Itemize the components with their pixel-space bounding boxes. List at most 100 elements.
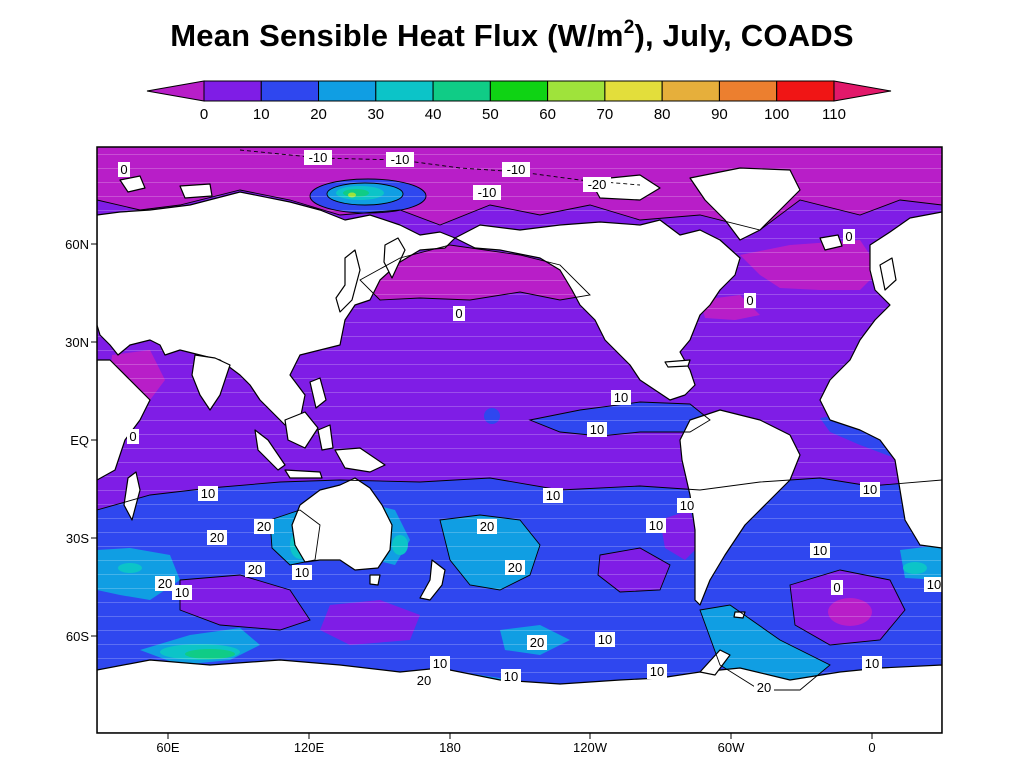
- contour-label-text: 20: [257, 519, 271, 534]
- contour-label-bg: [430, 656, 450, 671]
- colorbar-bin-40-50: [432, 80, 491, 102]
- philippines: [309, 377, 327, 409]
- cuba: [664, 359, 691, 368]
- colorbar-tick-label: 110: [822, 106, 846, 123]
- lat-label: 30N: [65, 335, 89, 350]
- contour-label-text: 10: [865, 656, 879, 671]
- colorbar-bin-80-90: [661, 80, 720, 102]
- contour-label-bg: [646, 518, 666, 533]
- colorbar-bin-60-70: [547, 80, 606, 102]
- lon-label: 0: [868, 740, 875, 755]
- contour-label-bg: [386, 152, 414, 167]
- contour-label-bg: [473, 185, 501, 200]
- contour-label: 20: [754, 680, 774, 695]
- contour-label-text: 10: [295, 565, 309, 580]
- contour-label-bg: [647, 664, 667, 679]
- contour-20-drake: [699, 604, 831, 691]
- lon-label: 120E: [294, 740, 325, 755]
- contour-label-text: 10: [546, 488, 560, 503]
- kamchatka: [383, 237, 406, 279]
- contour-label: 10: [924, 577, 942, 592]
- contour-label: 0: [744, 293, 756, 308]
- contour-label: 20: [414, 673, 434, 688]
- antarctic-peninsula: [699, 649, 731, 676]
- colorbar-bin-20-30: [318, 80, 377, 102]
- contour-label: 20: [505, 560, 525, 575]
- contour-label-bg: [245, 562, 265, 577]
- contour-label: -10: [386, 152, 414, 167]
- falklands: [733, 611, 746, 619]
- contour-label-text: 0: [120, 162, 127, 177]
- contour-label-text: 20: [757, 680, 771, 695]
- colorbar-bin-70-80: [604, 80, 663, 102]
- java: [284, 469, 323, 479]
- contour-label: -10: [304, 150, 332, 165]
- contour-arctic-hotspot: [309, 178, 427, 214]
- contour-label: 10: [501, 669, 521, 684]
- contour-label-bg: [198, 486, 218, 501]
- borneo: [284, 411, 319, 449]
- contour-label-text: 20: [210, 530, 224, 545]
- eurasia-africa: [97, 191, 456, 426]
- colorbar: 0 10 20 30 40 50 60 70 80 90 100 110: [146, 80, 892, 123]
- contour-label-text: 0: [129, 429, 136, 444]
- contour-label-text: -10: [507, 162, 526, 177]
- colorbar-tick-label: 20: [310, 106, 327, 123]
- sumatra: [254, 429, 286, 471]
- contour-label-bg: [505, 560, 525, 575]
- contour-label-text: 0: [746, 293, 753, 308]
- contour-label-bg: [595, 632, 615, 647]
- iceland: [819, 234, 843, 251]
- contour-label-text: 10: [680, 498, 694, 513]
- contour-label-text: -20: [588, 177, 607, 192]
- indian-peninsula: [191, 354, 231, 411]
- contour-label: 0: [831, 580, 843, 595]
- contour-label: 10: [611, 390, 631, 405]
- europe-africa-east: [819, 211, 942, 549]
- contour-label-text: 20: [248, 562, 262, 577]
- japan: [335, 249, 361, 313]
- colorbar-tick-labels: 0 10 20 30 40 50 60 70 80 90 100 110: [200, 106, 846, 123]
- contour-label-text: 10: [598, 632, 612, 647]
- colorbar-tick-label: 40: [425, 106, 442, 123]
- contour-label: 10: [172, 585, 192, 600]
- contour-label-text: 10: [590, 422, 604, 437]
- contour-label: 20: [254, 519, 274, 534]
- colorbar-bin-100-110: [776, 80, 835, 102]
- contour-label: 20: [245, 562, 265, 577]
- lon-label: 60E: [156, 740, 179, 755]
- contour-label-text: -10: [478, 185, 497, 200]
- colorbar-under-arrow: [146, 80, 205, 102]
- british-isles: [879, 257, 897, 291]
- contour-label: 20: [155, 576, 175, 591]
- contour-20-aus: [269, 509, 321, 566]
- colorbar-tick-label: 70: [597, 106, 614, 123]
- antarctica: [97, 659, 942, 733]
- greenland: [689, 167, 801, 241]
- colorbar-bin-50-60: [489, 80, 549, 102]
- contour-label-text: 0: [455, 306, 462, 321]
- land-masses: [97, 167, 942, 733]
- longitude-axis: 60E 120E 180 120W 60W 0: [156, 733, 876, 755]
- contour-10-spac: [597, 547, 671, 593]
- colorbar-bins: [203, 80, 835, 102]
- contour-label-text: 10: [927, 577, 941, 592]
- contour-label: 20: [477, 519, 497, 534]
- contour-label-bg: [155, 576, 175, 591]
- contour-label: 10: [860, 482, 880, 497]
- contour-label: 0: [843, 229, 855, 244]
- contour-label-text: 10: [504, 669, 518, 684]
- contour-label-text: 10: [201, 486, 215, 501]
- contour-0-npac: [359, 244, 591, 301]
- colorbar-bin-0-10: [203, 80, 262, 102]
- contour-label-bg: [118, 162, 130, 177]
- contour-label-text: 10: [813, 543, 827, 558]
- contour-label-text: -10: [309, 150, 328, 165]
- new-guinea: [334, 447, 386, 473]
- colorbar-tick-label: 90: [711, 106, 728, 123]
- title-superscript: 2: [623, 17, 635, 38]
- contour-label: 0: [118, 162, 130, 177]
